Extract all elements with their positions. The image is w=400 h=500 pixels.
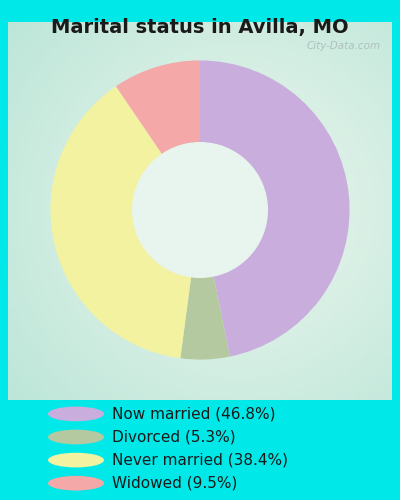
Circle shape [48, 430, 104, 444]
Circle shape [133, 142, 267, 278]
Text: Marital status in Avilla, MO: Marital status in Avilla, MO [51, 18, 349, 38]
Circle shape [48, 453, 104, 468]
Text: Divorced (5.3%): Divorced (5.3%) [112, 430, 236, 444]
Text: Widowed (9.5%): Widowed (9.5%) [112, 476, 237, 490]
Circle shape [48, 406, 104, 421]
Text: City-Data.com: City-Data.com [306, 42, 380, 51]
Text: Now married (46.8%): Now married (46.8%) [112, 406, 276, 422]
Wedge shape [50, 86, 191, 358]
Wedge shape [200, 60, 350, 356]
Wedge shape [180, 276, 230, 359]
Text: Never married (38.4%): Never married (38.4%) [112, 452, 288, 468]
Wedge shape [116, 60, 200, 154]
Circle shape [48, 476, 104, 490]
